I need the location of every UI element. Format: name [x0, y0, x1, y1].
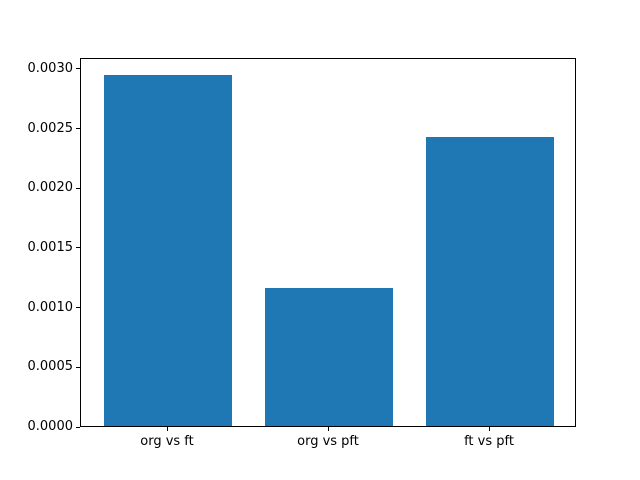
y-tick-label: 0.0025: [27, 120, 74, 136]
y-tick-label: 0.0020: [27, 180, 74, 196]
x-tick-mark: [327, 427, 329, 431]
plot-area: [80, 58, 576, 427]
y-tick-mark: [76, 307, 80, 309]
y-tick-label: 0.0005: [27, 359, 74, 375]
bar-ft-vs-pft: [425, 137, 555, 426]
y-tick-mark: [76, 68, 80, 70]
y-tick-label: 0.0030: [27, 60, 74, 76]
bar-org-vs-ft: [103, 74, 233, 426]
y-tick-mark: [76, 247, 80, 249]
y-tick-label: 0.0000: [27, 419, 74, 434]
y-tick-label: 0.0010: [27, 299, 74, 315]
y-tick-mark: [76, 187, 80, 189]
x-tick-mark: [488, 427, 490, 431]
bar-org-vs-pft: [264, 287, 394, 426]
y-tick-mark: [76, 366, 80, 368]
x-tick-label: ft vs pft: [464, 434, 514, 449]
x-tick-label: org vs pft: [297, 434, 359, 449]
x-tick-mark: [166, 427, 168, 431]
y-tick-mark: [76, 426, 80, 428]
x-tick-label: org vs ft: [140, 434, 194, 449]
y-tick-mark: [76, 128, 80, 129]
y-tick-label: 0.0015: [27, 239, 74, 255]
